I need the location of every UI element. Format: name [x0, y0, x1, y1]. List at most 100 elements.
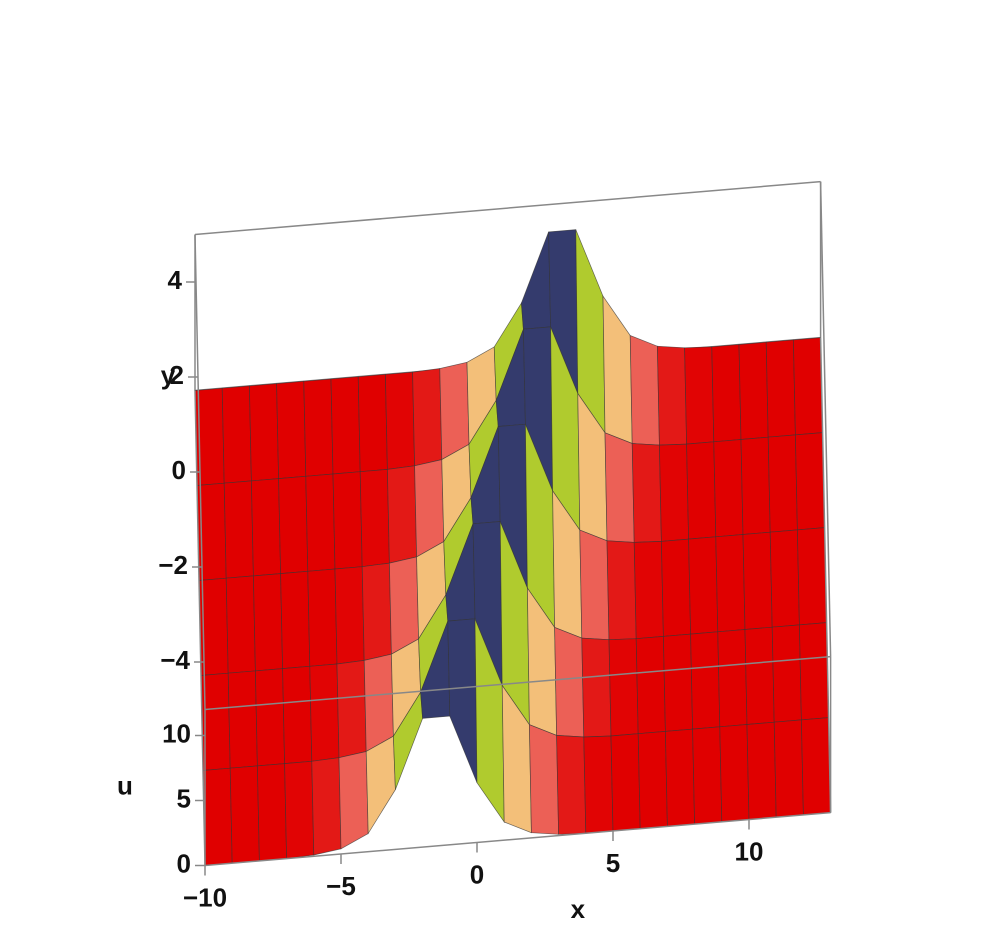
surface-patch: [385, 371, 415, 470]
surface-patch: [332, 471, 363, 570]
surface-patch: [579, 529, 610, 641]
surface-patch: [412, 368, 443, 467]
y-tick-label: −2: [158, 550, 188, 580]
surface-patch: [556, 735, 587, 835]
surface-patch: [225, 575, 256, 674]
y-tick-label: 2: [170, 360, 184, 390]
surface-patch: [359, 469, 390, 568]
surface-patch: [767, 434, 798, 533]
surface-patch: [688, 536, 719, 635]
box-edge: [204, 811, 831, 867]
x-tick-label: −5: [326, 871, 356, 901]
z-tick-label: 10: [162, 718, 191, 748]
surface-patch: [604, 432, 635, 543]
surface-patch: [746, 721, 777, 820]
surface-patch: [690, 631, 721, 730]
z-axis-label: u: [117, 770, 133, 800]
surface-patch: [661, 538, 691, 637]
surface-patch: [361, 562, 392, 661]
surface-patch: [338, 751, 369, 850]
box-edge: [819, 337, 832, 813]
surface-patch: [738, 341, 769, 440]
y-axis-label: y: [161, 360, 176, 390]
surface-patch: [740, 436, 771, 535]
surface-patch: [629, 334, 660, 446]
surface-patch: [249, 383, 279, 482]
surface-patch: [229, 765, 260, 864]
surface-patch: [771, 624, 802, 723]
surface-patch: [202, 767, 233, 866]
surface-patch: [221, 385, 252, 484]
surface-patch: [717, 629, 748, 728]
x-tick-label: 0: [470, 859, 484, 889]
surface-patch: [280, 570, 311, 669]
box-edge: [204, 655, 831, 711]
surface-patch: [307, 568, 338, 667]
surface-patch: [744, 626, 775, 725]
surface-patch: [795, 432, 825, 531]
surface-patch: [659, 443, 689, 542]
x-tick-label: 5: [606, 848, 620, 878]
surface-patch: [257, 763, 287, 862]
x-tick-label: 10: [735, 836, 764, 866]
surface-patch: [713, 439, 744, 538]
surface-patch: [773, 719, 804, 818]
surface-patch: [793, 337, 823, 436]
surface-patch: [665, 728, 695, 827]
surface-patch: [276, 380, 307, 479]
surface-patch: [799, 622, 829, 721]
z-tick-label: 5: [177, 783, 191, 813]
surface-patch: [637, 731, 668, 830]
surface-patch: [769, 529, 800, 628]
surface-patch: [684, 346, 715, 445]
y-tick-label: −4: [160, 645, 190, 675]
surface-patch: [554, 626, 585, 738]
surface-patch: [439, 361, 470, 461]
box-edge: [819, 181, 832, 657]
surface-patch: [635, 636, 666, 735]
surface-patch: [284, 760, 315, 859]
surface-patch: [414, 459, 445, 558]
surface-patch: [389, 556, 419, 655]
surface-patch: [765, 339, 796, 438]
surface-patch: [309, 663, 340, 762]
x-axis-label: x: [571, 894, 586, 924]
surface-patch: [797, 527, 827, 626]
surface-patch: [633, 541, 664, 640]
surface-patch: [330, 376, 361, 475]
y-tick-label: 0: [172, 455, 186, 485]
surface-patch: [608, 638, 639, 737]
surface-patch: [657, 345, 687, 446]
surface-patch: [631, 443, 662, 543]
z-tick-label: 0: [177, 848, 191, 878]
surface-patch: [336, 660, 367, 759]
surface-patch: [387, 465, 417, 564]
surface-patch: [305, 473, 336, 572]
y-tick-label: 4: [168, 265, 183, 295]
x-tick-label: −10: [183, 882, 227, 912]
surface-patch: [529, 724, 559, 835]
surface-patch: [223, 480, 254, 579]
box-edge: [194, 390, 206, 866]
surface-patch: [251, 478, 281, 577]
surface-patch: [581, 637, 612, 738]
surface-patch: [253, 573, 283, 672]
surface-patch: [583, 735, 614, 834]
surface-patch: [719, 724, 750, 823]
surface-patch: [686, 441, 717, 540]
surface-patch: [742, 531, 773, 630]
surface-patch: [606, 540, 637, 641]
surface-patch: [715, 534, 746, 633]
surface-patch: [334, 566, 365, 665]
surface-patch: [363, 653, 394, 753]
surface-patch: [227, 670, 258, 769]
surface-patch: [711, 344, 742, 443]
surface-patch: [801, 717, 831, 816]
box-edge: [194, 180, 821, 236]
surface-patch: [282, 665, 313, 764]
surface-patch: [663, 633, 693, 732]
surface-patch: [255, 668, 285, 767]
surface-patch: [278, 475, 309, 574]
surface-patch: [692, 726, 723, 825]
